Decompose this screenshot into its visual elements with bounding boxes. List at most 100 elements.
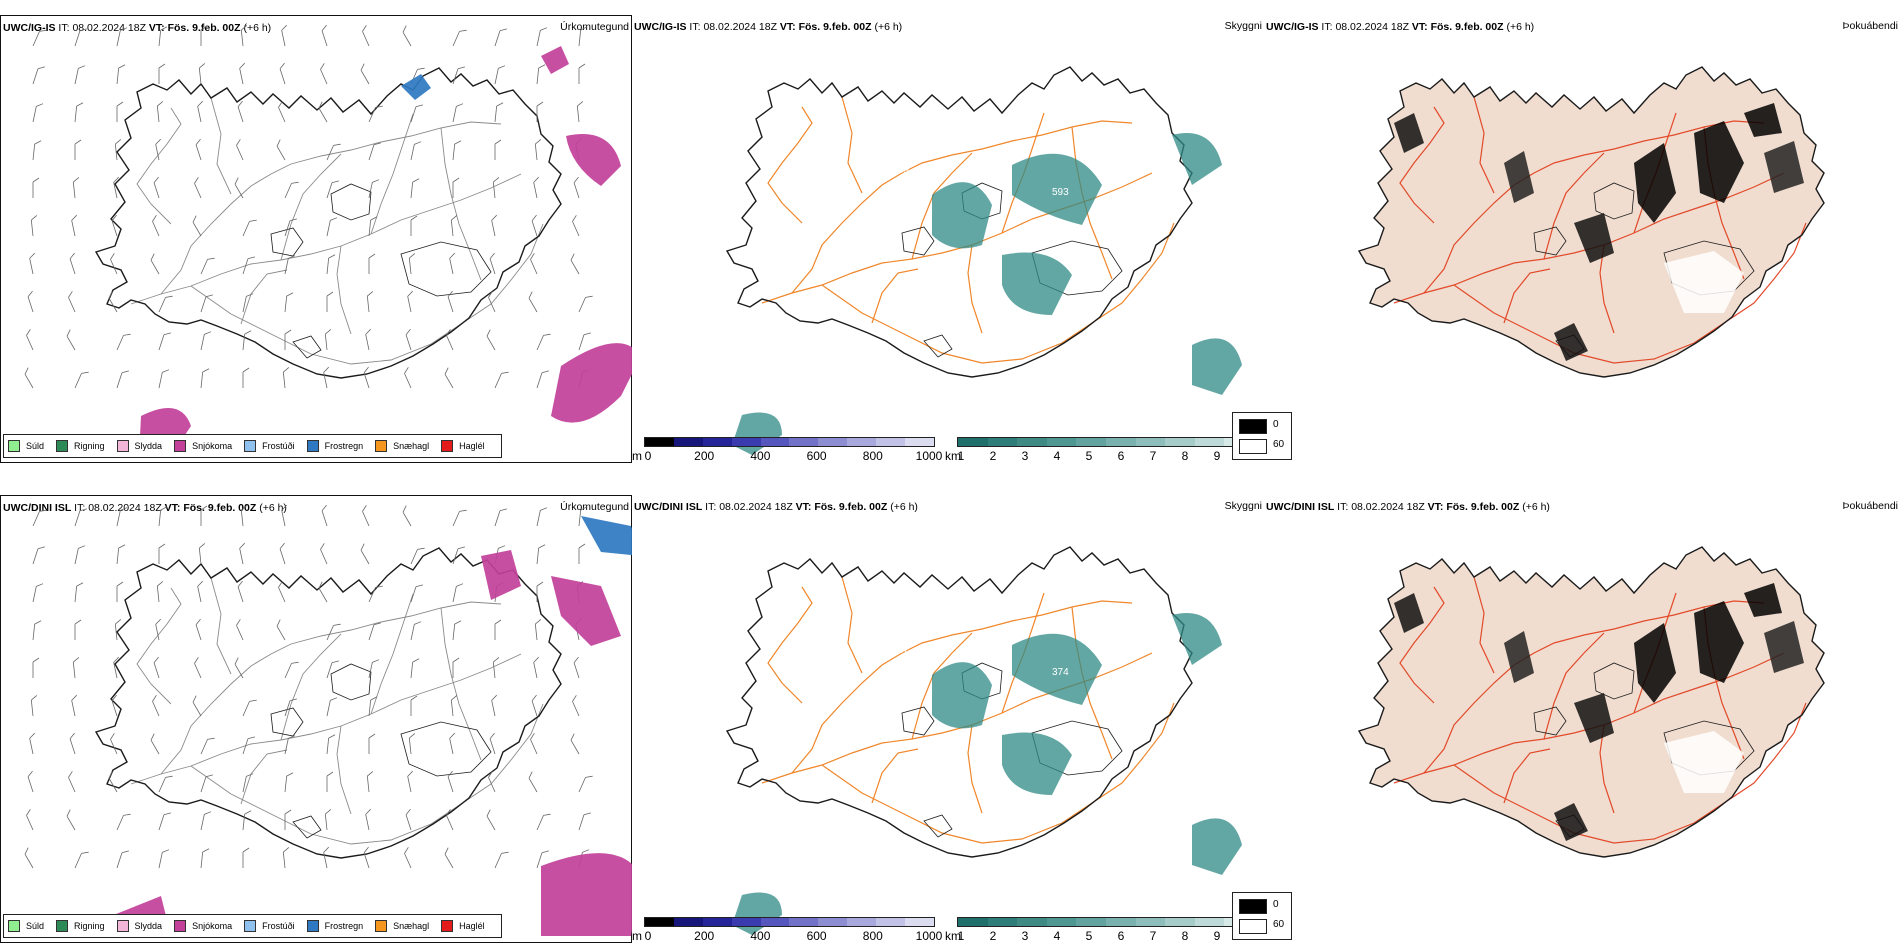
wind-barb xyxy=(200,848,210,869)
wind-barb xyxy=(284,292,294,313)
wind-barb xyxy=(155,138,161,161)
colorbar-tick: 4 xyxy=(1053,449,1061,463)
wind-barb xyxy=(242,256,255,275)
wind-barb xyxy=(368,585,383,603)
wind-barb xyxy=(111,214,118,237)
wind-barb xyxy=(572,215,580,237)
wind-barb xyxy=(573,176,580,199)
wind-barb xyxy=(320,63,328,85)
wind-barb xyxy=(113,656,119,679)
wind-barb xyxy=(452,66,465,85)
visibility-area xyxy=(932,182,992,249)
road-line xyxy=(370,113,414,235)
wind-barb xyxy=(360,63,370,85)
cloud-base-number: 597 xyxy=(1072,317,1089,328)
road-line xyxy=(190,703,544,845)
wind-barb xyxy=(446,809,454,831)
wind-barb xyxy=(533,176,539,199)
wind-barb xyxy=(452,103,464,123)
wind-barb xyxy=(578,332,591,351)
wind-barb xyxy=(572,695,580,717)
wind-barb xyxy=(534,619,542,641)
wind-barb xyxy=(27,770,34,793)
road-line xyxy=(791,600,1133,774)
wind-barb xyxy=(200,774,213,793)
wind-barb xyxy=(116,333,131,351)
wind-barb xyxy=(326,217,338,237)
road-line xyxy=(1503,268,1551,324)
wind-barb xyxy=(491,214,497,237)
glacier-outline xyxy=(923,334,953,358)
colorbar-tick: 200 xyxy=(694,449,715,463)
visibility-colorbar: km12345678910 xyxy=(945,435,1257,469)
legend-label: Snæhagl xyxy=(393,441,430,451)
wind-barb xyxy=(32,620,42,641)
cloud-base-number: 747 xyxy=(892,645,909,656)
cloud-panel-bottom: UWC/DINI ISL IT: 08.02.2024 18Z VT: Fös.… xyxy=(632,495,1264,943)
wind-barb xyxy=(26,329,34,351)
legend-item: Súld xyxy=(8,920,44,932)
wind-barb xyxy=(242,367,250,388)
road-line xyxy=(136,587,182,705)
wind-barb xyxy=(242,330,252,351)
fog-area xyxy=(1744,583,1782,617)
colorbar-tick: 800 xyxy=(862,929,883,943)
wind-barb xyxy=(326,291,334,312)
visibility-area xyxy=(1012,633,1102,705)
road-line xyxy=(1473,576,1495,674)
road-line xyxy=(841,576,863,674)
wind-barb xyxy=(326,660,339,679)
road-line xyxy=(210,577,232,675)
wind-barb xyxy=(116,544,126,565)
wind-barb xyxy=(32,509,47,527)
colorbar-tick: 9 xyxy=(1213,449,1221,463)
wind-barb xyxy=(158,849,170,869)
wind-barb xyxy=(74,545,86,565)
glacier-outline xyxy=(1533,706,1567,736)
wind-barb xyxy=(360,543,370,565)
wind-barb xyxy=(66,329,76,351)
legend-label: Snæhagl xyxy=(393,921,430,931)
wind-barb xyxy=(74,102,84,123)
wind-barb xyxy=(284,329,292,350)
legend-item: Frostregn xyxy=(306,920,363,932)
colorbar-segment xyxy=(789,918,819,926)
wind-barb xyxy=(444,367,454,389)
fog-area xyxy=(1394,113,1424,153)
wind-barb xyxy=(158,332,171,351)
wind-barb xyxy=(158,26,168,47)
colorbar-segment xyxy=(760,438,790,446)
colorbar-segment xyxy=(1165,918,1195,926)
wind-barb xyxy=(452,140,462,161)
fog-panel-bottom: UWC/DINI ISL IT: 08.02.2024 18Z VT: Fös.… xyxy=(1232,495,1900,943)
legend-swatch xyxy=(306,920,319,932)
glacier-outline xyxy=(1593,662,1635,700)
wind-barb xyxy=(72,177,80,199)
wind-barb xyxy=(242,736,255,755)
colorbar-tick: 600 xyxy=(806,929,827,943)
colorbar-segment xyxy=(789,438,819,446)
colorbar-segment xyxy=(905,918,934,926)
colorbar-tick: 6 xyxy=(1117,449,1125,463)
visibility-area xyxy=(1192,338,1242,395)
road-line xyxy=(440,607,482,761)
precip-area xyxy=(541,853,641,936)
wind-barb xyxy=(365,808,371,831)
wind-barb xyxy=(323,366,329,389)
legend-item: Slydda xyxy=(116,440,162,452)
wind-barb xyxy=(152,215,160,237)
legend-item: Snæhagl xyxy=(375,440,429,452)
legend-swatch xyxy=(174,920,187,932)
wind-barb xyxy=(32,177,40,198)
colorbar-tick: 1000 xyxy=(915,449,943,463)
cloud-base-number: 265 xyxy=(1072,797,1089,808)
wind-barb xyxy=(408,733,416,755)
legend-swatch xyxy=(441,920,454,932)
visibility-area xyxy=(1172,613,1222,665)
wind-barb xyxy=(486,809,496,831)
road-line xyxy=(190,223,544,365)
wind-barb xyxy=(239,62,245,85)
wind-barb xyxy=(30,695,38,717)
colorbar-tick: 2 xyxy=(989,929,997,943)
legend-swatch xyxy=(8,440,20,452)
